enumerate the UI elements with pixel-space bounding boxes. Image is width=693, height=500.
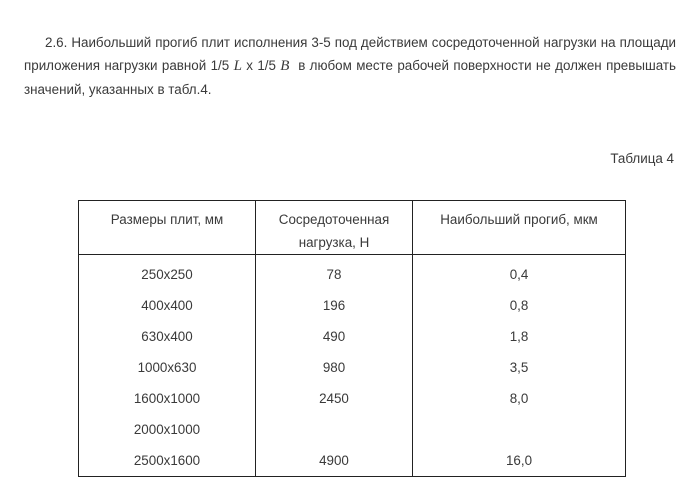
cell-load: 2450 — [255, 383, 413, 414]
table-row: 630x400 490 1,8 — [78, 321, 626, 352]
cell-size: 250x250 — [78, 254, 256, 290]
cell-size: 1000x630 — [78, 352, 256, 383]
cell-size: 2000x1000 — [78, 414, 256, 445]
table-row: 2000x1000 — [78, 414, 626, 445]
cell-load: 78 — [255, 254, 413, 290]
cell-size: 630x400 — [78, 321, 256, 352]
paragraph-text-2: х 1/5 — [246, 58, 276, 74]
table-row: 1600x1000 2450 8,0 — [78, 383, 626, 414]
header-deflection: Наибольший прогиб, мкм — [412, 200, 626, 255]
cell-size: 1600x1000 — [78, 383, 256, 414]
cell-deflection: 3,5 — [412, 352, 626, 383]
paragraph-text-1: 2.6. Наибольший прогиб плит исполнения 3… — [24, 35, 676, 74]
paragraph-2-6: 2.6. Наибольший прогиб плит исполнения 3… — [24, 31, 676, 101]
cell-load: 196 — [255, 290, 413, 321]
table-caption: Таблица 4 — [610, 151, 674, 166]
header-size: Размеры плит, мм — [78, 200, 256, 255]
cell-load — [255, 414, 413, 445]
cell-load: 980 — [255, 352, 413, 383]
cell-size: 2500x1600 — [78, 445, 256, 477]
paragraph-text-3: в любом месте рабочей поверхности не дол… — [24, 58, 676, 98]
cell-size: 400x400 — [78, 290, 256, 321]
cell-load: 490 — [255, 321, 413, 352]
variable-l: L — [233, 58, 242, 75]
cell-load: 4900 — [255, 445, 413, 477]
cell-deflection: 16,0 — [412, 445, 626, 477]
cell-deflection: 0,8 — [412, 290, 626, 321]
cell-deflection: 0,4 — [412, 254, 626, 290]
table-header-row: Размеры плит, мм Сосредоточенная нагрузк… — [78, 200, 626, 255]
cell-deflection: 8,0 — [412, 383, 626, 414]
variable-b: B — [280, 58, 290, 75]
cell-deflection — [412, 414, 626, 445]
header-load-text: Сосредоточенная нагрузка, Н — [278, 212, 390, 250]
table-row: 1000x630 980 3,5 — [78, 352, 626, 383]
header-load: Сосредоточенная нагрузка, Н — [255, 200, 413, 255]
table-row: 250x250 78 0,4 — [78, 254, 626, 290]
cell-deflection: 1,8 — [412, 321, 626, 352]
table-4: Размеры плит, мм Сосредоточенная нагрузк… — [78, 200, 626, 477]
table-row: 400x400 196 0,8 — [78, 290, 626, 321]
table-row: 2500x1600 4900 16,0 — [78, 445, 626, 477]
